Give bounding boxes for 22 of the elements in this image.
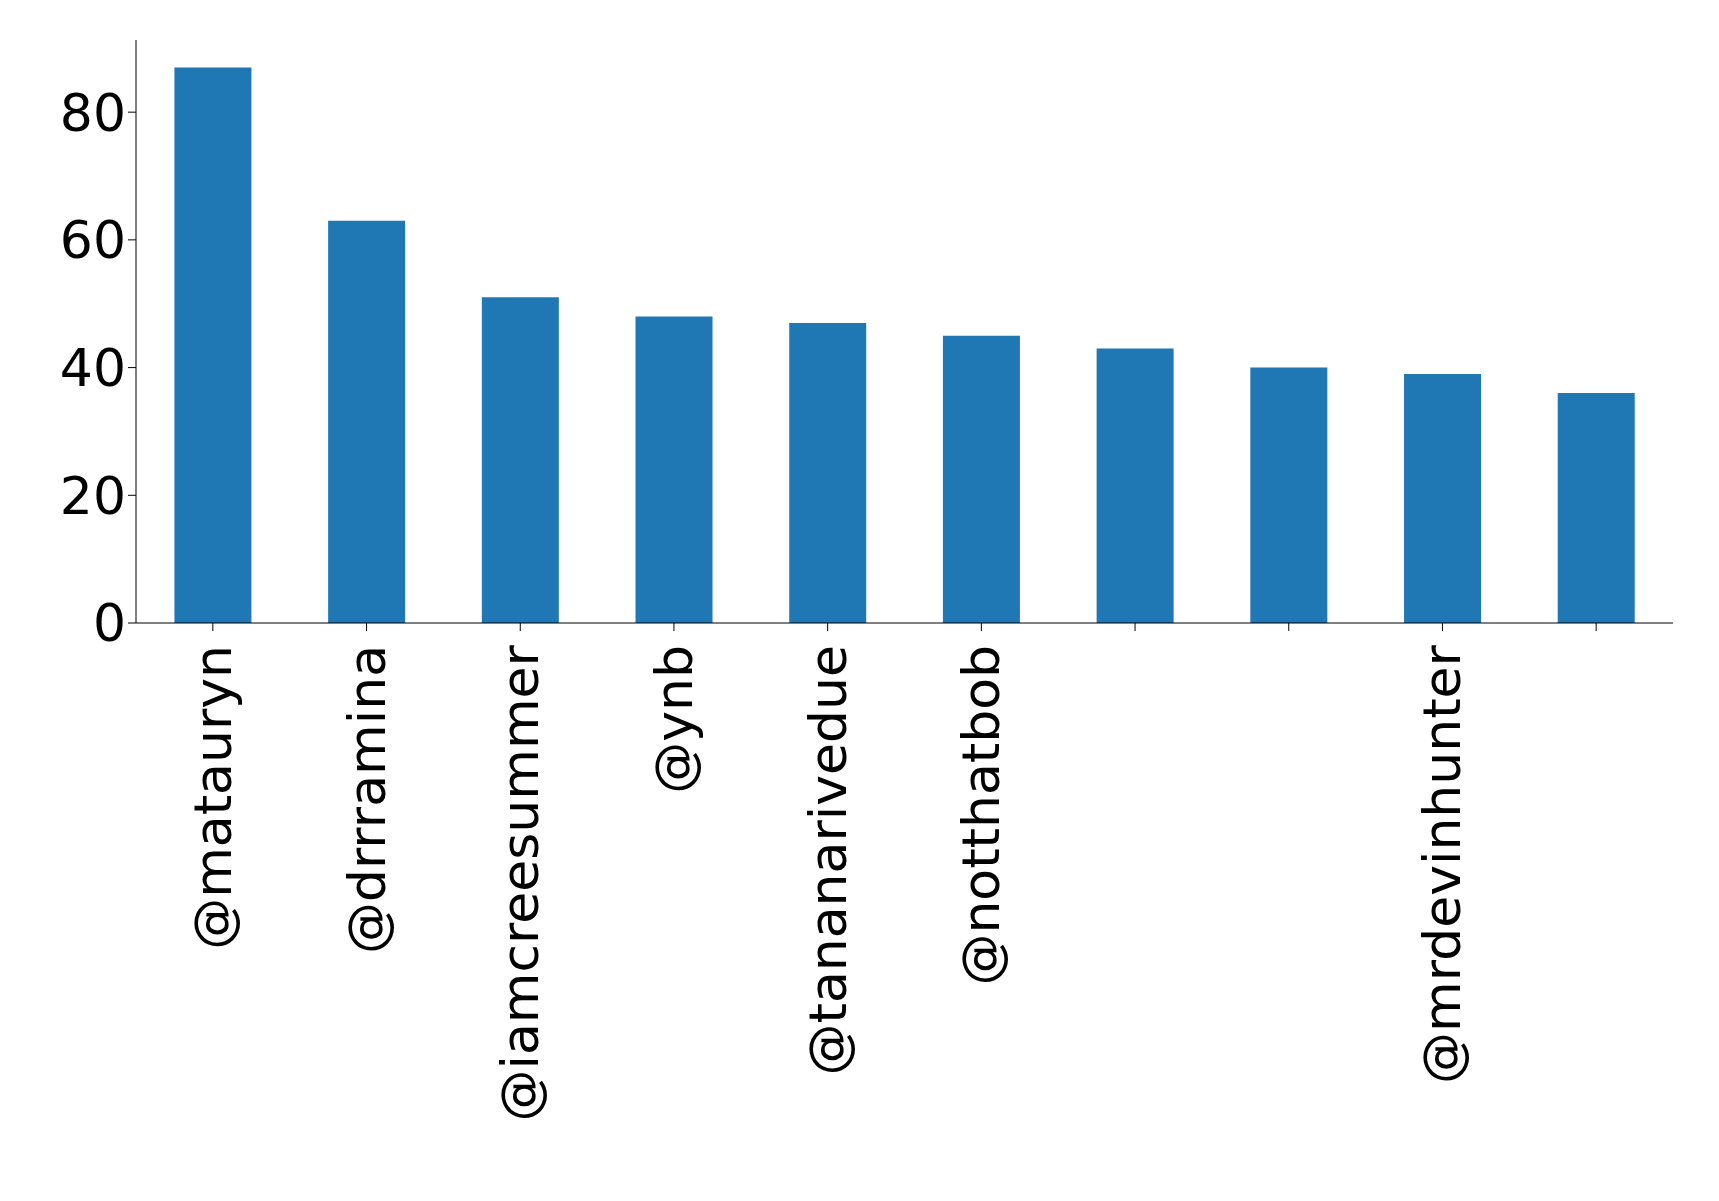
x-tick-label: @iamcreesummer <box>490 644 551 1122</box>
bar <box>1096 348 1174 623</box>
x-tick-label: @notthatbob <box>951 645 1012 986</box>
bar <box>635 316 713 623</box>
x-tick-label: @matauryn <box>182 645 243 950</box>
y-tick-label: 40 <box>59 338 126 399</box>
x-tick-label: @tananarivedue <box>797 645 858 1076</box>
y-tick-label: 20 <box>59 465 126 526</box>
bar <box>328 220 406 623</box>
bar <box>481 297 559 623</box>
y-tick-label: 80 <box>59 82 126 143</box>
x-tick-label: @mrdevinhunter <box>1412 644 1473 1084</box>
bar <box>942 335 1020 623</box>
bar <box>1404 373 1482 623</box>
bar <box>1557 393 1635 623</box>
y-tick-label: 0 <box>92 593 126 654</box>
bar <box>174 67 252 623</box>
y-tick-label: 60 <box>59 210 126 271</box>
x-tick-label: @drrramina <box>336 645 397 955</box>
bar <box>1250 367 1328 623</box>
bar <box>789 322 867 623</box>
x-tick-label: @ynb <box>643 645 704 794</box>
